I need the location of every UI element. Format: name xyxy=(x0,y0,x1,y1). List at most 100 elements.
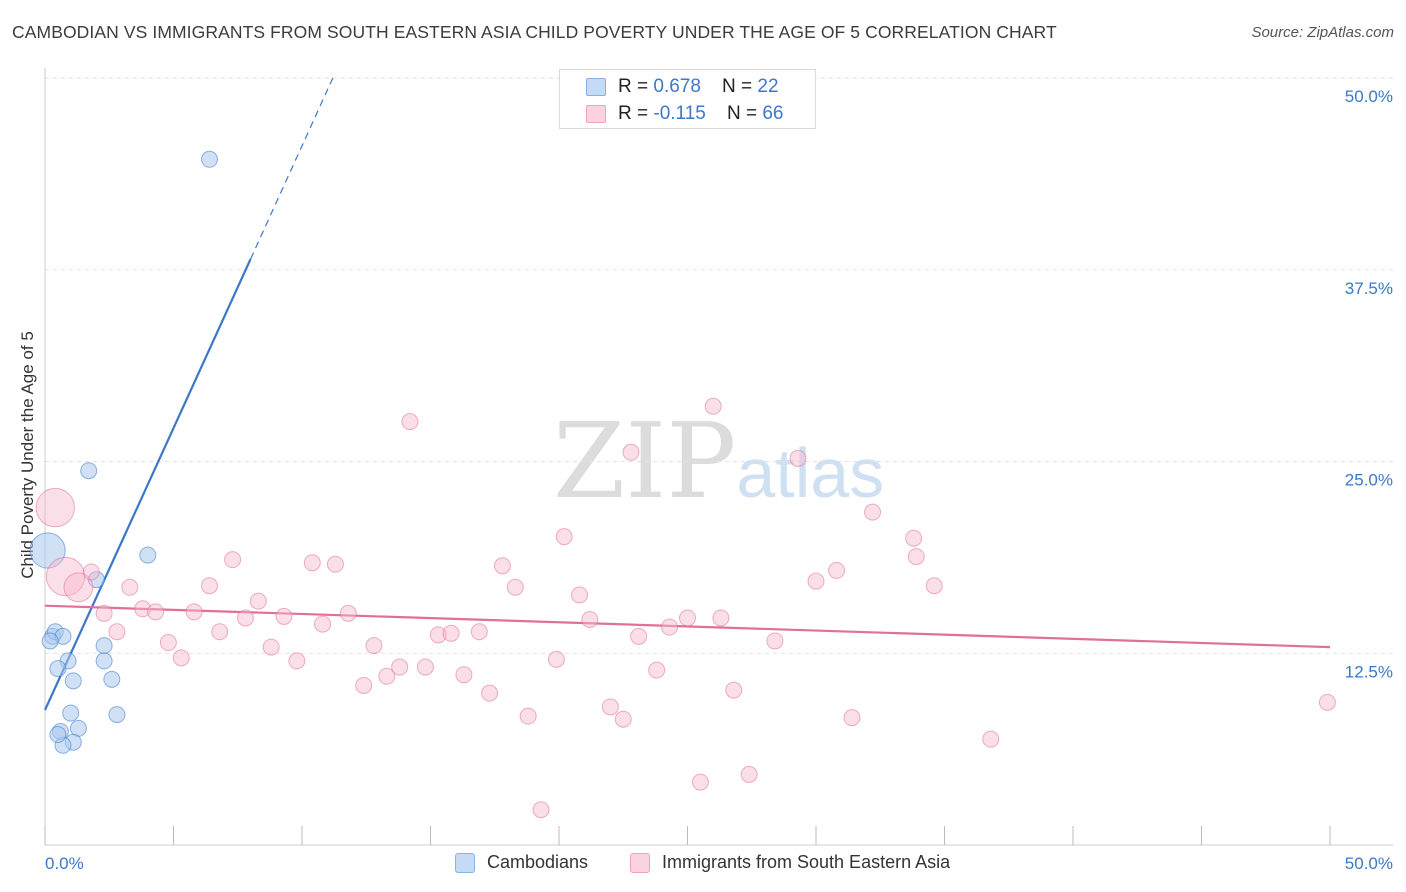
legend-n-value: 66 xyxy=(762,103,784,124)
point-immigrants xyxy=(789,449,807,467)
point-immigrants xyxy=(712,609,730,627)
legend-r-label: R = xyxy=(618,76,654,97)
point-immigrants xyxy=(314,615,332,633)
legend-label-immigrants: Immigrants from South Eastern Asia xyxy=(662,852,951,872)
point-immigrants xyxy=(95,604,113,622)
point-cambodians xyxy=(41,632,59,650)
point-cambodians xyxy=(49,726,67,744)
point-immigrants xyxy=(442,624,460,642)
point-immigrants xyxy=(581,611,599,629)
point-immigrants xyxy=(807,572,825,590)
point-immigrants xyxy=(82,563,100,581)
point-immigrants xyxy=(159,634,177,652)
axes xyxy=(44,68,1393,846)
point-immigrants xyxy=(391,658,409,676)
point-immigrants xyxy=(982,730,1000,748)
point-immigrants xyxy=(134,600,152,618)
point-immigrants xyxy=(571,586,589,604)
point-immigrants xyxy=(648,661,666,679)
point-immigrants xyxy=(907,548,925,566)
data-points xyxy=(29,150,1336,819)
point-cambodians xyxy=(80,462,98,480)
point-cambodians xyxy=(103,670,121,688)
point-immigrants xyxy=(704,397,722,415)
point-immigrants xyxy=(185,603,203,621)
point-immigrants xyxy=(455,666,473,684)
trend-line-cambodians-extension xyxy=(250,77,334,260)
point-immigrants xyxy=(211,623,229,641)
legend-swatch-pink xyxy=(630,853,650,873)
point-cambodians xyxy=(64,672,82,690)
point-immigrants xyxy=(108,623,126,641)
point-immigrants xyxy=(262,638,280,656)
point-cambodians xyxy=(62,704,80,722)
point-immigrants xyxy=(614,710,632,728)
point-cambodians xyxy=(200,150,218,168)
point-cambodians xyxy=(95,652,113,670)
legend-n-label: N = xyxy=(726,103,763,124)
x-tick-label-max: 50.0% xyxy=(1345,854,1393,873)
point-immigrants xyxy=(843,709,861,727)
point-cambodians xyxy=(95,637,113,655)
source-label: Source: ZipAtlas.com xyxy=(1251,24,1394,41)
point-immigrants xyxy=(35,487,75,528)
point-immigrants xyxy=(63,572,94,603)
legend-r-label: R = xyxy=(618,103,654,124)
point-immigrants xyxy=(547,650,565,668)
legend-swatch-pink xyxy=(586,105,606,123)
point-immigrants xyxy=(740,765,758,783)
point-immigrants xyxy=(679,609,696,627)
point-immigrants xyxy=(925,577,943,595)
point-immigrants xyxy=(147,603,165,621)
point-immigrants xyxy=(288,652,306,670)
y-tick-label: 50.0% xyxy=(1345,87,1393,106)
point-immigrants xyxy=(622,443,640,461)
point-immigrants xyxy=(506,578,524,596)
watermark-atlas: atlas xyxy=(736,434,885,512)
y-tick-label: 12.5% xyxy=(1345,662,1393,681)
point-immigrants xyxy=(355,676,373,694)
point-immigrants xyxy=(481,684,499,702)
legend-swatch-blue xyxy=(455,853,475,873)
legend-label-cambodians: Cambodians xyxy=(487,852,589,872)
legend-n-value: 22 xyxy=(757,76,779,97)
point-immigrants xyxy=(630,627,648,645)
legend-r-value: 0.678 xyxy=(653,76,701,97)
point-immigrants xyxy=(236,609,254,627)
legend-n-label: N = xyxy=(722,76,758,97)
legend-r-value: -0.115 xyxy=(653,103,706,124)
chart-title: CAMBODIAN VS IMMIGRANTS FROM SOUTH EASTE… xyxy=(12,22,1057,42)
tick-labels: 12.5% 25.0% 37.5% 50.0% 0.0% 50.0% xyxy=(45,87,1393,873)
point-immigrants xyxy=(470,623,488,641)
series-legend: Cambodians Immigrants from South Eastern… xyxy=(0,852,1406,878)
correlation-legend: R = 0.678 N = 22 R = -0.115 N = 66 xyxy=(559,69,816,129)
legend-stats-immigrants: R = -0.115 N = 66 xyxy=(618,103,783,125)
point-immigrants xyxy=(1318,693,1336,711)
legend-swatch-blue xyxy=(586,78,606,96)
point-immigrants xyxy=(429,626,447,644)
legend-stats-cambodians: R = 0.678 N = 22 xyxy=(618,76,779,98)
point-immigrants xyxy=(339,604,357,622)
point-immigrants xyxy=(766,632,784,650)
point-immigrants xyxy=(555,528,573,546)
point-immigrants xyxy=(200,577,218,595)
point-immigrants xyxy=(401,413,419,431)
point-immigrants xyxy=(121,578,139,596)
point-immigrants xyxy=(249,592,267,610)
point-immigrants xyxy=(365,637,383,655)
point-immigrants xyxy=(725,681,743,699)
point-immigrants xyxy=(224,551,242,569)
point-immigrants xyxy=(416,658,434,676)
point-immigrants xyxy=(275,607,293,625)
point-immigrants xyxy=(326,555,344,573)
y-tick-label: 37.5% xyxy=(1345,279,1393,298)
point-cambodians xyxy=(49,660,67,678)
point-immigrants xyxy=(493,557,511,575)
point-cambodians xyxy=(108,706,126,724)
point-immigrants xyxy=(172,649,190,667)
point-immigrants xyxy=(905,529,923,547)
point-immigrants xyxy=(864,503,882,521)
point-cambodians xyxy=(139,546,157,564)
point-immigrants xyxy=(601,698,619,716)
point-immigrants xyxy=(828,561,846,579)
